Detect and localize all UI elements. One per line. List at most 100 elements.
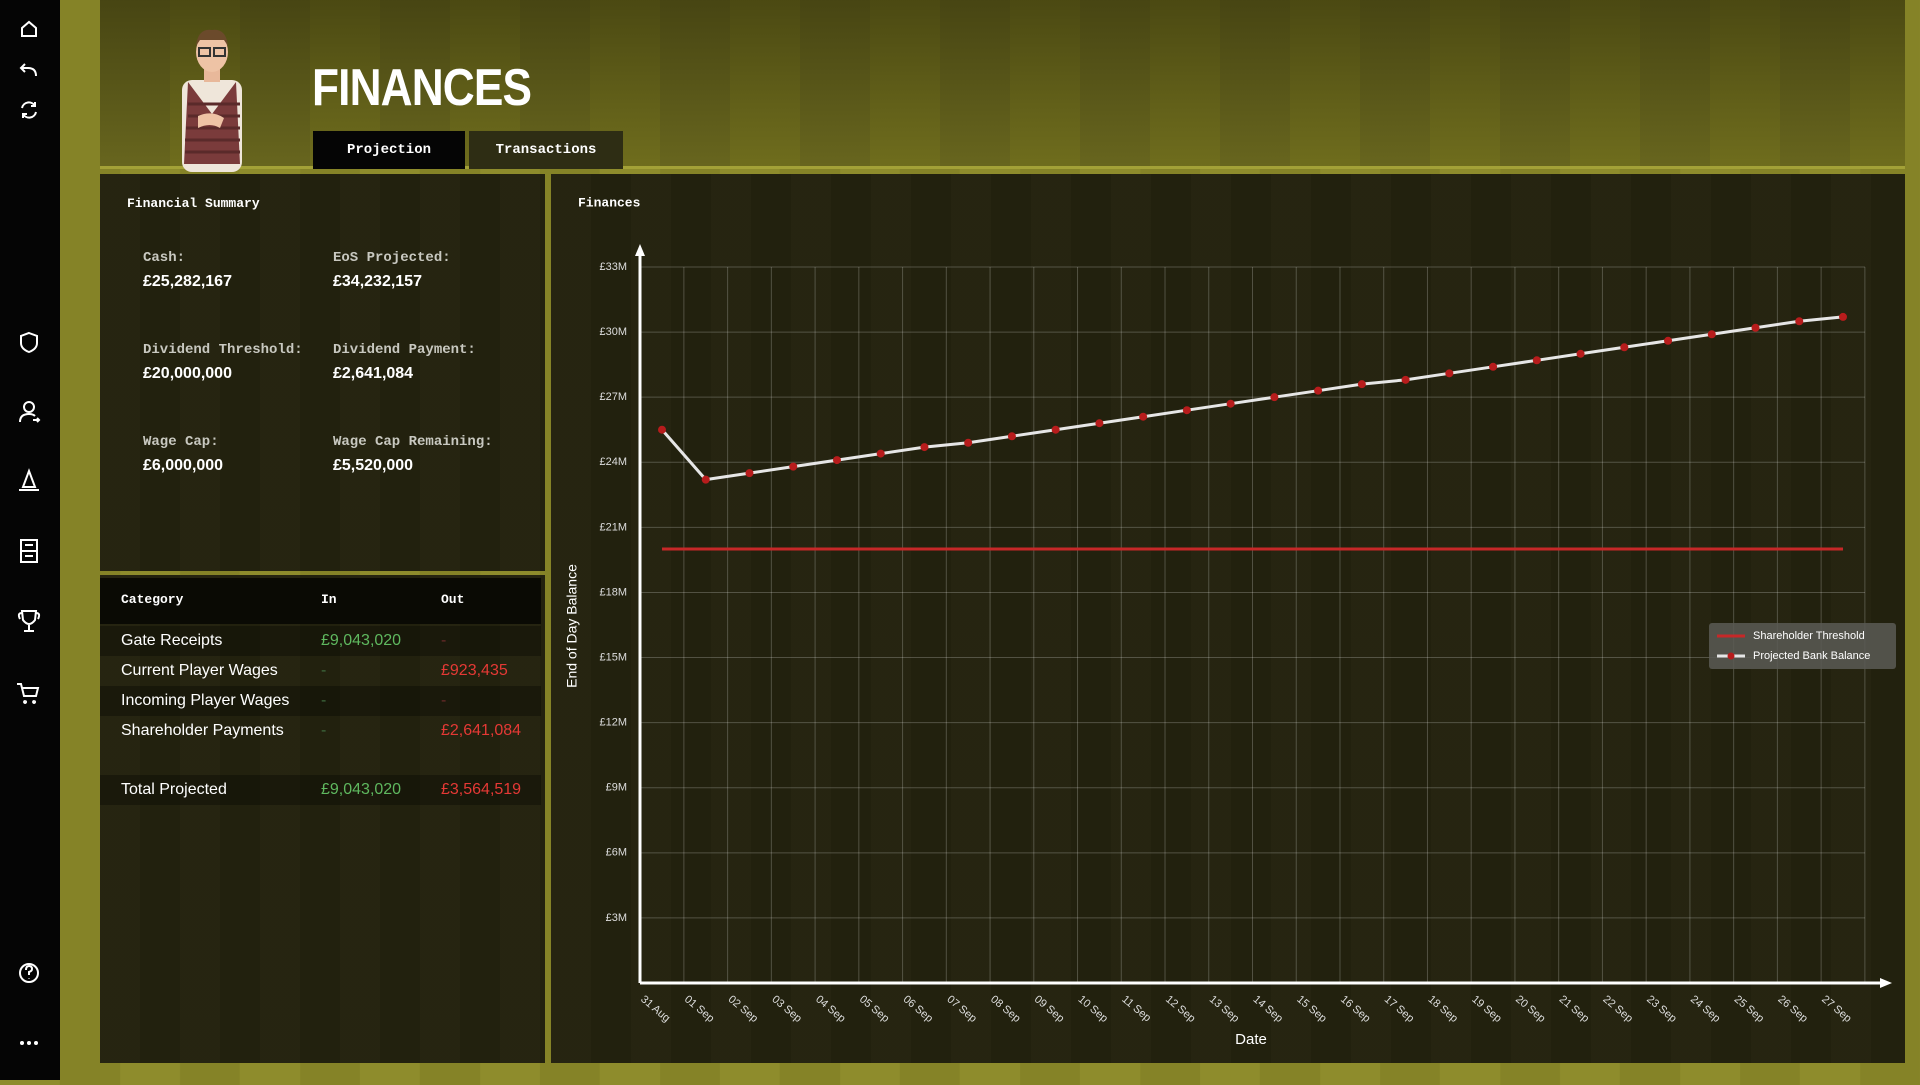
data-point — [920, 443, 929, 452]
help-mark — [25, 964, 34, 979]
data-point — [964, 438, 973, 447]
summary-value: £25,282,167 — [143, 273, 232, 290]
y-tick-label: £33M — [599, 261, 627, 273]
table-cell: Shareholder Payments — [121, 722, 284, 739]
chart-panel — [551, 174, 1905, 1063]
help-icon[interactable] — [19, 963, 39, 983]
home-icon[interactable] — [21, 20, 37, 37]
data-point — [1839, 312, 1847, 321]
x-tick-label: 12 Sep — [1163, 993, 1197, 1025]
transfer-icon[interactable] — [19, 401, 41, 423]
x-tick-label: 06 Sep — [901, 993, 935, 1025]
data-point — [1576, 349, 1585, 358]
y-tick-label: £6M — [606, 847, 627, 859]
column-header: Out — [441, 592, 465, 607]
training-icon[interactable] — [19, 468, 39, 491]
x-tick-label: 10 Sep — [1076, 993, 1110, 1025]
summary-label: Wage Cap: — [143, 434, 219, 450]
tab[interactable]: Transactions — [469, 131, 623, 169]
table-cell: £2,641,084 — [441, 722, 522, 739]
tab-active[interactable]: Projection — [313, 131, 465, 169]
summary-label: EoS Projected: — [333, 250, 451, 266]
data-point — [876, 449, 885, 458]
table-cell: £3,564,519 — [441, 781, 522, 798]
x-tick-label: 02 Sep — [726, 993, 760, 1025]
trophy-icon[interactable] — [17, 610, 41, 632]
table-cell: Gate Receipts — [121, 632, 223, 649]
summary-value: £6,000,000 — [143, 457, 224, 474]
x-tick-label: 16 Sep — [1338, 993, 1372, 1025]
summary-value: £5,520,000 — [333, 457, 414, 474]
summary-value: £34,232,157 — [333, 273, 422, 290]
data-point — [1532, 356, 1541, 365]
row-bg — [100, 686, 541, 716]
data-point — [1226, 399, 1235, 408]
y-axis-arrow — [635, 244, 645, 256]
data-point — [1751, 323, 1760, 332]
summary-value: £20,000,000 — [143, 365, 232, 382]
table-cell: Incoming Player Wages — [121, 692, 290, 709]
data-point — [1270, 393, 1279, 402]
x-tick-label: 25 Sep — [1732, 993, 1766, 1025]
x-axis-label: Date — [1235, 1031, 1267, 1048]
chart-title: Finances — [578, 195, 641, 210]
row-bg — [100, 775, 541, 805]
more-icon[interactable] — [20, 1041, 38, 1045]
table-cell: Current Player Wages — [121, 662, 278, 679]
table-cell: - — [441, 692, 447, 709]
data-point — [1314, 386, 1323, 395]
back-icon[interactable] — [19, 63, 37, 77]
table-cell: - — [321, 662, 327, 679]
column-header: Category — [121, 592, 184, 607]
data-point — [1664, 336, 1673, 345]
y-tick-label: £3M — [606, 912, 627, 924]
x-tick-label: 31 Aug — [638, 993, 672, 1024]
summary-label: Cash: — [143, 250, 186, 266]
data-point — [1139, 412, 1148, 421]
x-tick-label: 26 Sep — [1775, 993, 1809, 1025]
table-cell: - — [321, 722, 327, 739]
row-bg — [100, 626, 541, 656]
data-point — [1182, 406, 1191, 415]
x-tick-label: 07 Sep — [944, 993, 978, 1025]
data-point — [1357, 380, 1366, 389]
x-tick-label: 17 Sep — [1382, 993, 1416, 1025]
x-tick-label: 08 Sep — [988, 993, 1022, 1025]
data-point — [1489, 362, 1498, 371]
data-point — [789, 462, 798, 471]
y-axis-label: End of Day Balance — [564, 564, 580, 688]
summary-label: Dividend Threshold: — [143, 342, 303, 358]
y-tick-label: £15M — [599, 651, 627, 663]
x-tick-label: 01 Sep — [682, 993, 716, 1025]
table-cell: £923,435 — [441, 662, 508, 679]
y-tick-label: £9M — [606, 782, 627, 794]
y-tick-label: £24M — [599, 456, 627, 468]
table-cell: £9,043,020 — [321, 781, 402, 798]
x-tick-label: 21 Sep — [1557, 993, 1591, 1025]
series-line — [660, 315, 1844, 482]
x-tick-label: 18 Sep — [1426, 993, 1460, 1025]
data-point — [1707, 330, 1716, 339]
summary-label: Wage Cap Remaining: — [333, 434, 493, 450]
x-axis-arrow — [1880, 978, 1892, 988]
sidebar-icons — [17, 20, 41, 1045]
refresh-icon[interactable] — [21, 101, 37, 119]
legend-label: Shareholder Threshold — [1753, 630, 1865, 642]
x-tick-label: 24 Sep — [1688, 993, 1722, 1025]
y-tick-label: £12M — [599, 717, 627, 729]
x-tick-label: 14 Sep — [1251, 993, 1285, 1025]
table-cell: £9,043,020 — [321, 632, 402, 649]
shop-icon[interactable] — [17, 683, 40, 704]
sidebar — [0, 0, 60, 1080]
page-title: FINANCES — [312, 59, 532, 117]
tactics-icon[interactable] — [20, 539, 38, 563]
club-icon[interactable] — [20, 331, 38, 354]
data-point — [701, 475, 710, 484]
data-point — [658, 425, 666, 434]
data-point — [1445, 369, 1454, 378]
x-tick-label: 05 Sep — [857, 993, 891, 1025]
y-tick-label: £30M — [599, 326, 627, 338]
y-tick-label: £21M — [599, 521, 627, 533]
manager-avatar — [182, 29, 242, 172]
